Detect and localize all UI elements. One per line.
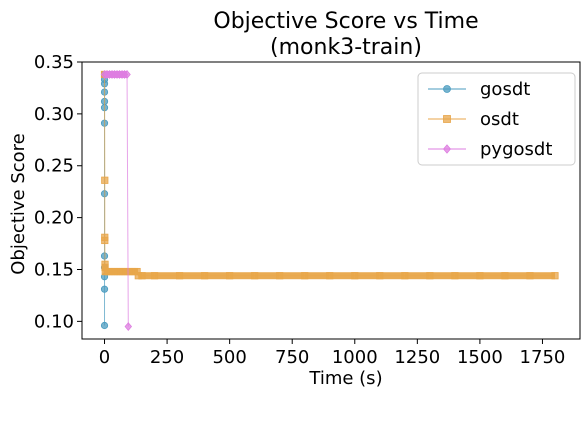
data-point-osdt bbox=[101, 236, 109, 245]
data-band-osdt bbox=[529, 272, 555, 280]
plot-area: 0 250 500 750 1000 1250 1500 1750 0.10 0.15 0.20 0.… bbox=[34, 52, 581, 368]
legend-label-osdt: osdt bbox=[480, 109, 519, 130]
data-band-pygosdt bbox=[117, 70, 120, 78]
data-band-osdt bbox=[124, 268, 128, 276]
data-band-osdt bbox=[504, 272, 530, 280]
x-tick-label: 250 bbox=[150, 347, 184, 368]
data-band-osdt bbox=[154, 272, 180, 280]
y-tick-label: 0.35 bbox=[34, 52, 74, 73]
x-tick-label: 0 bbox=[99, 347, 110, 368]
data-band-osdt bbox=[479, 272, 505, 280]
data-point-gosdt bbox=[100, 321, 109, 330]
x-axis-label: Time (s) bbox=[308, 368, 382, 389]
legend-item-osdt: osdt bbox=[428, 109, 519, 130]
data-band-osdt bbox=[142, 272, 155, 280]
x-tick-label: 1000 bbox=[332, 347, 378, 368]
data-band-osdt bbox=[454, 272, 480, 280]
data-band-osdt bbox=[379, 272, 405, 280]
series-osdt bbox=[100, 70, 559, 280]
data-band-osdt bbox=[404, 272, 430, 280]
legend-marker-gosdt bbox=[443, 85, 451, 93]
y-tick-label: 0.30 bbox=[34, 104, 74, 125]
data-band-osdt bbox=[132, 268, 135, 276]
data-band-pygosdt bbox=[109, 70, 113, 78]
data-band-osdt bbox=[114, 268, 118, 276]
data-band-osdt bbox=[117, 268, 120, 276]
data-band-osdt bbox=[105, 268, 108, 276]
data-band-pygosdt bbox=[114, 70, 118, 78]
plot-frame bbox=[81, 61, 581, 340]
data-band-osdt bbox=[179, 272, 205, 280]
data-band-osdt bbox=[122, 268, 125, 276]
data-band-osdt bbox=[429, 272, 455, 280]
legend-marker-osdt bbox=[443, 115, 451, 123]
legend: gosdt osdt pygosdt bbox=[417, 72, 576, 166]
data-band-osdt bbox=[354, 272, 380, 280]
legend-item-gosdt: gosdt bbox=[428, 79, 530, 100]
y-tick-label: 0.15 bbox=[34, 259, 74, 280]
legend-label-gosdt: gosdt bbox=[480, 79, 530, 100]
y-tick-label: 0.25 bbox=[34, 156, 74, 177]
data-band-osdt bbox=[204, 272, 230, 280]
series-pygosdt bbox=[100, 70, 133, 331]
data-band-pygosdt bbox=[122, 70, 125, 78]
data-band-pygosdt bbox=[107, 70, 110, 78]
data-point-osdt bbox=[101, 176, 109, 184]
legend-box bbox=[417, 72, 576, 166]
data-band-pygosdt bbox=[124, 70, 128, 78]
data-band-osdt bbox=[304, 272, 330, 280]
y-tick-label: 0.10 bbox=[34, 311, 74, 332]
data-band-osdt bbox=[112, 268, 115, 276]
data-band-pygosdt bbox=[104, 70, 108, 78]
data-band-osdt bbox=[138, 272, 143, 280]
data-band-pygosdt bbox=[112, 70, 115, 78]
x-tick-label: 500 bbox=[212, 347, 246, 368]
x-tick-label: 1250 bbox=[394, 347, 440, 368]
data-band-osdt bbox=[229, 272, 255, 280]
data-band-osdt bbox=[119, 268, 123, 276]
legend-label-pygosdt: pygosdt bbox=[480, 139, 552, 160]
data-band-osdt bbox=[134, 268, 138, 276]
data-band-osdt bbox=[279, 272, 305, 280]
x-tick-label: 1500 bbox=[457, 347, 503, 368]
y-axis-label: Objective Score bbox=[8, 133, 29, 275]
data-point-pygosdt bbox=[124, 322, 133, 331]
legend-marker-pygosdt bbox=[442, 144, 452, 154]
data-band-pygosdt bbox=[119, 70, 123, 78]
x-tick-label: 750 bbox=[275, 347, 309, 368]
data-band-osdt bbox=[129, 268, 133, 276]
y-tick-label: 0.20 bbox=[34, 208, 74, 229]
data-band-osdt bbox=[107, 268, 110, 276]
chart-title-line2: (monk3-train) bbox=[270, 35, 422, 60]
chart-title-line1: Objective Score vs Time bbox=[213, 9, 478, 34]
data-band-osdt bbox=[254, 272, 280, 280]
data-band-osdt bbox=[329, 272, 355, 280]
data-band-osdt bbox=[109, 268, 113, 276]
x-tick-label: 1750 bbox=[520, 347, 566, 368]
legend-item-pygosdt: pygosdt bbox=[428, 139, 552, 160]
data-point-gosdt bbox=[100, 285, 109, 293]
